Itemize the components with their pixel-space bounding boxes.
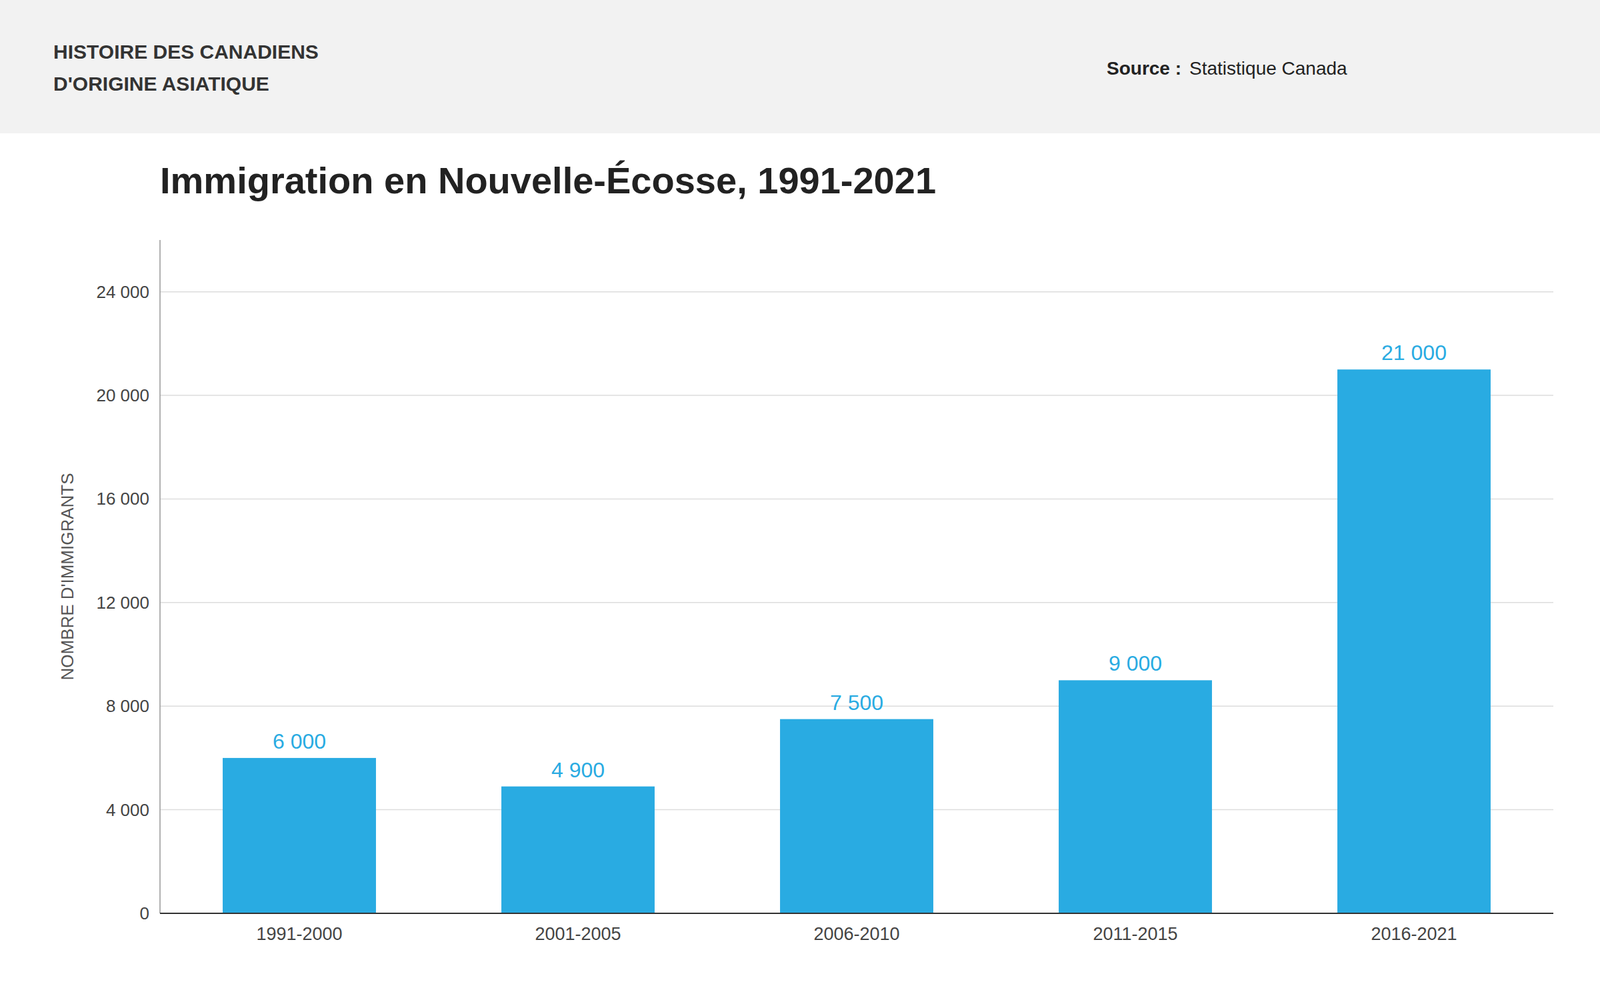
bars xyxy=(222,369,1491,914)
y-axis-line xyxy=(159,240,161,914)
data-label: 7 500 xyxy=(830,690,884,715)
title: Immigration en Nouvelle-Écosse, 1991-202… xyxy=(160,159,936,202)
data-label: 6 000 xyxy=(272,729,326,754)
chart: HISTOIRE DES CANADIENS D'ORIGINE ASIATIQU… xyxy=(0,0,1600,998)
x-tick-label: 2011-2015 xyxy=(1092,924,1178,944)
header-line: D'ORIGINE ASIATIQUE xyxy=(53,72,270,95)
y-axis-label: NOMBRE D'IMMIGRANTS xyxy=(57,472,78,680)
source-name: Statistique Canada xyxy=(1189,58,1348,79)
grid-line xyxy=(160,912,1554,914)
x-axis-line xyxy=(160,912,1554,914)
x-tick-label: 1991-2000 xyxy=(256,924,342,944)
bar xyxy=(780,719,934,914)
header-band xyxy=(0,0,1600,134)
y-tick-label: 20 000 xyxy=(96,385,150,406)
data-label: 9 000 xyxy=(1108,651,1162,676)
y-tick-label: 24 000 xyxy=(96,282,150,302)
bar xyxy=(222,758,376,914)
x-tick-label: 2001-2005 xyxy=(534,924,621,944)
x-tick-label: 2006-2010 xyxy=(813,924,900,944)
grid-line xyxy=(160,291,1554,293)
header-line: HISTOIRE DES CANADIENS xyxy=(53,40,319,63)
bar xyxy=(1058,680,1212,914)
x-tick-label: 2016-2021 xyxy=(1370,924,1457,944)
bar xyxy=(501,786,655,914)
data-label: 21 000 xyxy=(1381,340,1447,365)
data-label: 4 900 xyxy=(551,758,605,782)
y-tick-label: 12 000 xyxy=(96,592,150,613)
source-label: Source : xyxy=(1106,58,1182,79)
bar xyxy=(1337,369,1491,914)
y-tick-label: 0 xyxy=(140,903,150,924)
source: Source : Statistique Canada xyxy=(1106,58,1348,79)
y-tick-label: 4 000 xyxy=(106,800,150,820)
grid xyxy=(160,292,1554,914)
y-tick-label: 16 000 xyxy=(96,488,150,509)
y-tick-label: 8 000 xyxy=(106,696,150,716)
